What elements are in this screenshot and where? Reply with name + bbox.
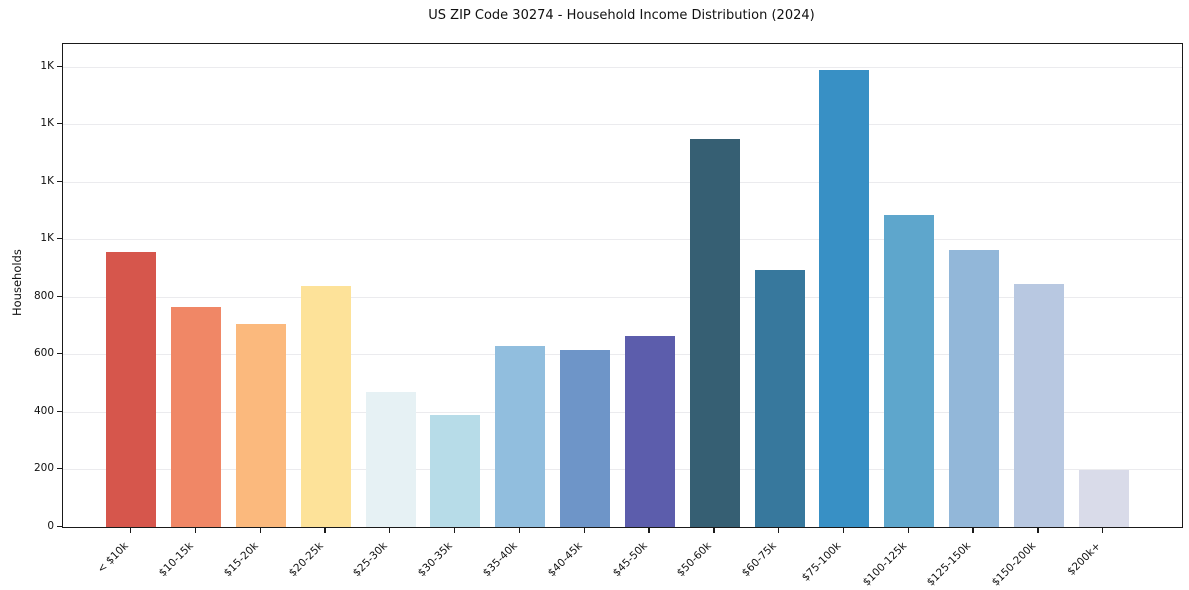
y-tick-label: 400 [33,404,54,417]
x-tick-mark [259,527,261,533]
bar [300,285,351,527]
x-tick-mark [129,527,132,533]
y-tick-mark [57,353,62,355]
y-tick-mark [57,123,62,125]
bar [1013,284,1064,527]
x-tick-mark [518,527,521,533]
bar [495,345,546,527]
y-gridline [63,411,1182,413]
x-tick-mark [583,527,585,533]
x-tick-label: $45-50k [610,540,650,580]
x-tick-mark [648,527,650,533]
y-gridline [63,469,1182,470]
x-tick-label: < $10k [95,540,131,576]
y-tick-label: 600 [33,347,54,359]
x-tick-mark [713,527,715,533]
y-gridline [63,181,1182,183]
bar [236,324,287,527]
y-tick-label: 1K [40,232,54,244]
bar [754,269,805,527]
x-tick-mark [972,527,974,533]
bar [430,414,481,527]
bar [624,335,675,527]
y-tick-mark [57,525,62,527]
bar [106,252,157,527]
x-tick-label: $10-15k [156,540,196,580]
x-tick-label: $125-150k [924,540,974,589]
bar [819,69,870,527]
x-tick-mark [194,527,197,533]
y-tick-label: 1K [40,174,54,187]
y-gridline [63,239,1182,240]
x-tick-label: $50-60k [675,540,715,580]
x-tick-label: $150-200k [989,540,1039,589]
y-gridline [63,296,1182,298]
y-tick-mark [57,238,62,240]
plot-area [62,43,1183,528]
y-tick-label: 1K [40,117,54,129]
y-tick-mark [57,180,62,182]
x-tick-mark [778,527,780,533]
y-tick-label: 800 [33,289,54,302]
x-tick-mark [1102,527,1104,533]
y-gridline [63,354,1182,355]
x-tick-mark [842,527,845,533]
x-tick-label: $75-100k [800,540,844,584]
y-tick-mark [57,410,62,412]
x-tick-label: $30-35k [415,540,455,580]
y-gridline [63,124,1182,125]
x-tick-label: $100-125k [860,540,909,589]
x-tick-mark [907,527,909,533]
bar [365,391,416,527]
y-axis-label: Households [10,249,24,316]
bar [560,350,611,527]
x-tick-label: $20-25k [286,540,326,580]
x-tick-label: $200k+ [1065,540,1104,578]
x-tick-label: $15-20k [221,540,261,580]
y-gridline [63,66,1182,68]
x-tick-mark [1037,527,1039,533]
chart-title: US ZIP Code 30274 - Household Income Dis… [428,8,815,23]
bar [689,138,740,527]
y-tick-label: 200 [33,462,54,474]
y-tick-mark [57,295,62,297]
x-tick-label: $35-40k [480,540,520,580]
x-tick-mark [389,527,391,533]
bar [884,215,935,527]
x-tick-label: $40-45k [545,540,585,580]
x-tick-mark [453,527,456,533]
bar [948,249,999,527]
y-tick-mark [57,65,62,67]
x-tick-label: $60-75k [739,540,780,580]
y-tick-label: 0 [47,519,54,532]
y-tick-label: 1K [40,59,54,72]
x-tick-mark [324,527,326,533]
bar [1078,469,1129,527]
y-tick-mark [57,468,62,470]
x-tick-label: $25-30k [351,540,391,580]
bar [171,307,222,527]
